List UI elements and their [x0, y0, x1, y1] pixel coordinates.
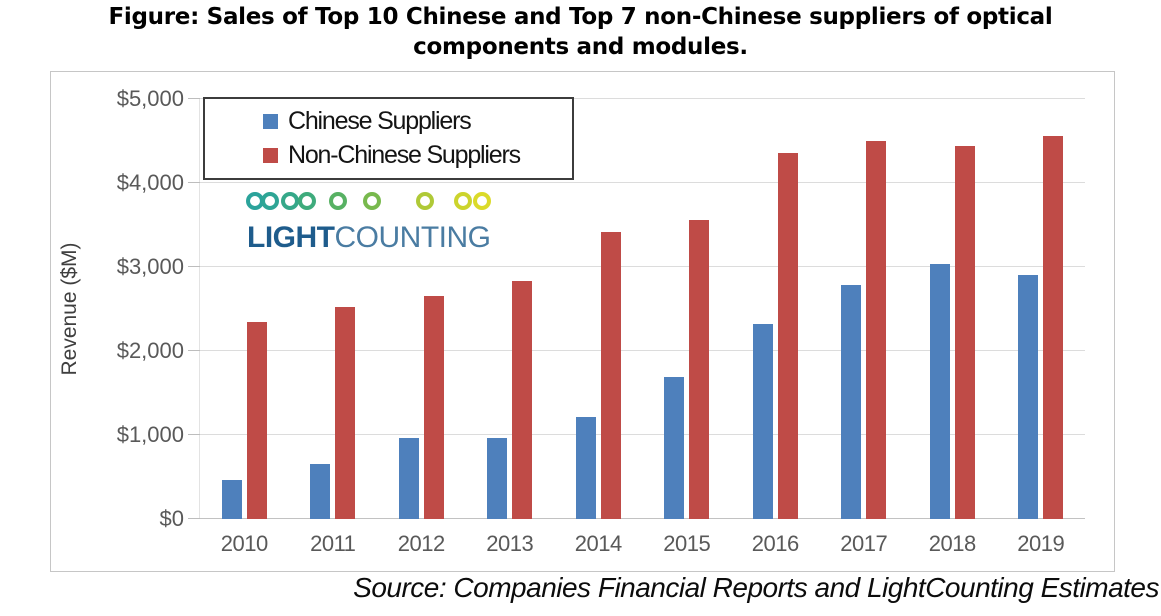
lightcounting-logo-icon — [239, 192, 545, 210]
y-tick-label: $3,000 — [116, 254, 184, 279]
bar-group-2016: 2016 — [731, 99, 820, 556]
y-tick-label: $5,000 — [116, 86, 184, 111]
bar-non-chinese-suppliers-2013 — [512, 281, 533, 519]
x-tick-label-2010: 2010 — [220, 531, 268, 556]
source-note: Source: Companies Financial Reports and … — [353, 572, 1159, 603]
logo-circle-icon — [363, 192, 381, 210]
y-tick-mark — [188, 266, 200, 267]
legend-swatch-icon — [263, 114, 278, 129]
bar-groups: 2010 2011 2012 2013 2014 2015 2016 2017 2018 2019 — [200, 99, 1086, 556]
lightcounting-logo: LIGHTCOUNTING — [237, 188, 549, 255]
bar-chinese-suppliers-2017 — [841, 284, 862, 519]
logo-circle-icon — [454, 192, 472, 210]
legend-item: Non-Chinese Suppliers — [263, 141, 572, 170]
legend-label: Non-Chinese Suppliers — [288, 141, 521, 169]
logo-circle-icon — [281, 192, 299, 210]
y-tick-mark — [188, 434, 200, 435]
gridline-0 — [200, 518, 1085, 519]
x-tick-label-2019: 2019 — [1017, 531, 1065, 556]
bar-non-chinese-suppliers-2010 — [246, 322, 267, 519]
bar-chinese-suppliers-2012 — [398, 437, 419, 519]
gridline-5000 — [200, 98, 1085, 99]
y-tick-label: $4,000 — [116, 170, 184, 195]
lightcounting-logo-text: LIGHTCOUNTING — [237, 221, 549, 255]
legend-label: Chinese Suppliers — [288, 107, 472, 135]
bar-chinese-suppliers-2011 — [310, 464, 331, 519]
bar-chinese-suppliers-2015 — [664, 377, 685, 519]
figure-title: Figure: Sales of Top 10 Chinese and Top … — [0, 2, 1161, 62]
bar-non-chinese-suppliers-2016 — [777, 152, 798, 519]
gridline-4000 — [200, 182, 1085, 183]
bar-group-2015: 2015 — [643, 99, 732, 556]
logo-circle-icon — [416, 192, 434, 210]
bar-group-2017: 2017 — [820, 99, 909, 556]
legend-item: Chinese Suppliers — [263, 107, 572, 136]
y-tick-mark — [188, 350, 200, 351]
y-tick-label: $0 — [159, 506, 184, 531]
bar-group-2014: 2014 — [554, 99, 643, 556]
bar-chinese-suppliers-2014 — [575, 417, 596, 519]
logo-text-light: LIGHT — [247, 221, 335, 254]
x-tick-label-2012: 2012 — [397, 531, 445, 556]
bar-group-2019: 2019 — [997, 99, 1086, 556]
bar-non-chinese-suppliers-2017 — [866, 141, 887, 519]
x-tick-label-2014: 2014 — [574, 531, 622, 556]
bar-group-2011: 2011 — [289, 99, 378, 556]
bar-group-2010: 2010 — [200, 99, 289, 556]
logo-circle-icon — [473, 192, 491, 210]
x-tick-label-2017: 2017 — [840, 531, 888, 556]
bar-non-chinese-suppliers-2015 — [689, 219, 710, 519]
y-tick-mark — [188, 98, 200, 99]
y-tick-label: $1,000 — [116, 422, 184, 447]
x-tick-label-2016: 2016 — [751, 531, 799, 556]
plot-area: $0 $1,000 $2,000 $3,000 $4,000 $5,000 2010 2011… — [117, 86, 1086, 556]
y-tick-mark — [188, 518, 200, 519]
bar-non-chinese-suppliers-2011 — [335, 307, 356, 519]
chart-area: Revenue ($M) $0 $1,000 $2,000 $3,000 $4,000 $… — [50, 71, 1115, 572]
bar-chinese-suppliers-2018 — [929, 264, 950, 519]
y-axis-title: Revenue ($M) — [58, 242, 81, 376]
logo-text-counting: COUNTING — [334, 221, 492, 254]
logo-circle-icon — [329, 192, 347, 210]
bar-non-chinese-suppliers-2012 — [423, 296, 444, 519]
x-tick-label-2013: 2013 — [486, 531, 534, 556]
gridline-1000 — [200, 434, 1085, 435]
bar-group-2018: 2018 — [908, 99, 997, 556]
legend: Chinese Suppliers Non-Chinese Suppliers — [203, 97, 574, 180]
y-tick-mark — [188, 182, 200, 183]
bar-chinese-suppliers-2013 — [487, 437, 508, 519]
bar-chinese-suppliers-2019 — [1018, 274, 1039, 519]
x-tick-label-2015: 2015 — [663, 531, 711, 556]
bar-non-chinese-suppliers-2018 — [954, 146, 975, 519]
bar-group-2013: 2013 — [466, 99, 555, 556]
bar-non-chinese-suppliers-2014 — [600, 231, 621, 519]
legend-swatch-icon — [263, 148, 278, 163]
x-tick-label-2018: 2018 — [928, 531, 976, 556]
bar-group-2012: 2012 — [377, 99, 466, 556]
x-tick-label-2011: 2011 — [310, 531, 356, 556]
bar-chinese-suppliers-2016 — [752, 324, 773, 519]
gridline-3000 — [200, 266, 1085, 267]
bar-chinese-suppliers-2010 — [221, 479, 242, 519]
gridline-2000 — [200, 350, 1085, 351]
logo-circle-icon — [261, 192, 279, 210]
bar-non-chinese-suppliers-2019 — [1043, 135, 1064, 519]
logo-circle-icon — [298, 192, 316, 210]
figure-title-line1: Figure: Sales of Top 10 Chinese and Top … — [108, 4, 1053, 30]
y-tick-label: $2,000 — [116, 338, 184, 363]
figure-title-line2: components and modules. — [413, 34, 748, 60]
logo-circle-icon — [246, 192, 264, 210]
